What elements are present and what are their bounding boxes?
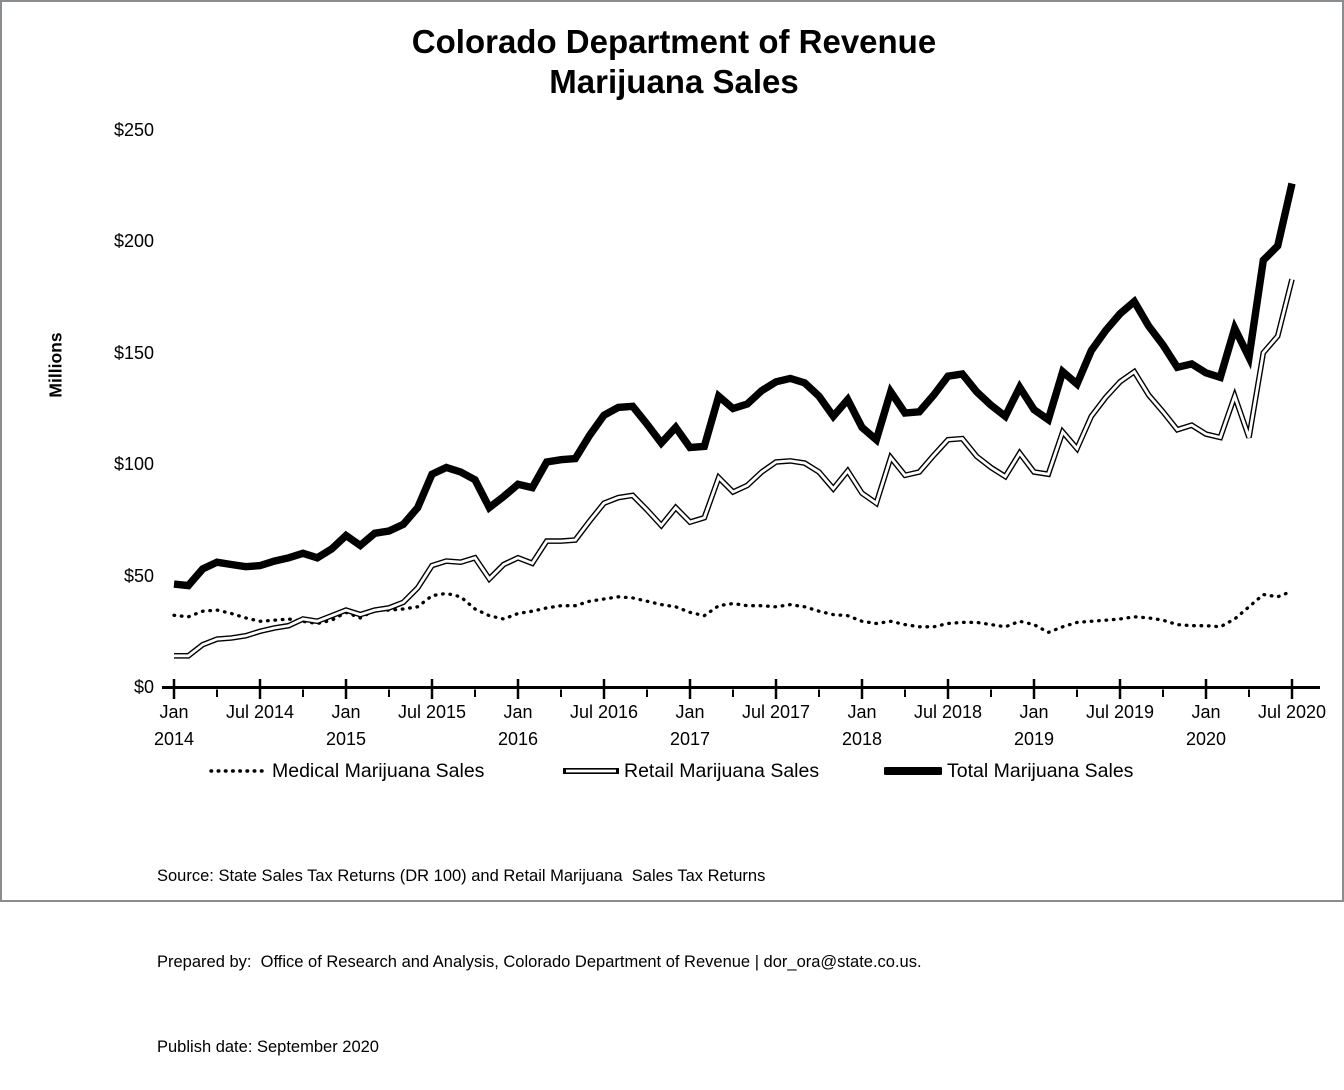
sales-line-chart <box>162 182 1320 699</box>
x-tick-label: Jul 2014 <box>225 702 295 722</box>
footer-prepared-by: Prepared by: Office of Research and Anal… <box>157 952 922 971</box>
x-tick-label: Jul 2015 <box>397 702 467 722</box>
x-tick-label: Jan 2015 <box>325 702 367 749</box>
retail-sales-line-core <box>174 278 1294 658</box>
footer-notes: Source: State Sales Tax Returns (DR 100)… <box>157 805 922 1090</box>
y-tick-label: $250 <box>113 120 154 140</box>
chart-title: Colorado Department of Revenue Marijuana… <box>2 22 1344 102</box>
y-tick-label: $100 <box>113 454 154 475</box>
chart-title-line2: Marijuana Sales <box>549 63 799 100</box>
x-tick-label: Jan 2020 <box>1185 702 1227 749</box>
x-tick-label: Jul 2016 <box>569 702 639 722</box>
retail-sales-line <box>174 278 1295 659</box>
x-tick-label: Jan 2019 <box>1013 702 1055 749</box>
x-tick-label: Jul 2018 <box>913 702 983 722</box>
total-thick-line-icon <box>884 767 942 775</box>
chart-page: { "title": { "line1": "Colorado Departme… <box>0 0 1344 1056</box>
legend-label-retail: Retail Marijuana Sales <box>624 759 820 782</box>
chart-title-line1: Colorado Department of Revenue <box>411 23 937 60</box>
y-tick-label: $200 <box>113 231 154 252</box>
legend-entry-medical: Medical Marijuana Sales <box>209 756 484 786</box>
y-tick-label: $50 <box>123 565 154 586</box>
legend-label-total: Total Marijuana Sales <box>947 759 1134 782</box>
footer-source: Source: State Sales Tax Returns (DR 100)… <box>157 867 766 885</box>
total-sales-line <box>173 182 1296 590</box>
y-tick-label: $150 <box>113 342 154 363</box>
x-tick-label: Jan 2018 <box>841 702 883 749</box>
x-tick-label: Jan 2017 <box>669 702 711 749</box>
footer-publish-date: Publish date: September 2020 <box>157 1038 379 1056</box>
x-tick-label: Jul 2020 <box>1257 702 1327 722</box>
x-tick-label: Jul 2017 <box>741 702 811 722</box>
y-tick-label: $0 <box>133 677 154 697</box>
legend-entry-retail: Retail Marijuana Sales <box>563 756 819 786</box>
retail-double-line-icon <box>563 768 619 774</box>
legend: Medical Marijuana Sales Retail Marijuana… <box>2 756 1344 786</box>
x-tick-label: Jan 2014 <box>153 702 195 749</box>
x-tick-label: Jan 2016 <box>497 702 539 749</box>
legend-entry-total: Total Marijuana Sales <box>884 756 1133 786</box>
medical-sales-line <box>172 589 1294 635</box>
medical-dotted-line-icon <box>209 769 267 773</box>
x-tick-label: Jul 2019 <box>1085 702 1155 722</box>
legend-label-medical: Medical Marijuana Sales <box>272 759 485 782</box>
